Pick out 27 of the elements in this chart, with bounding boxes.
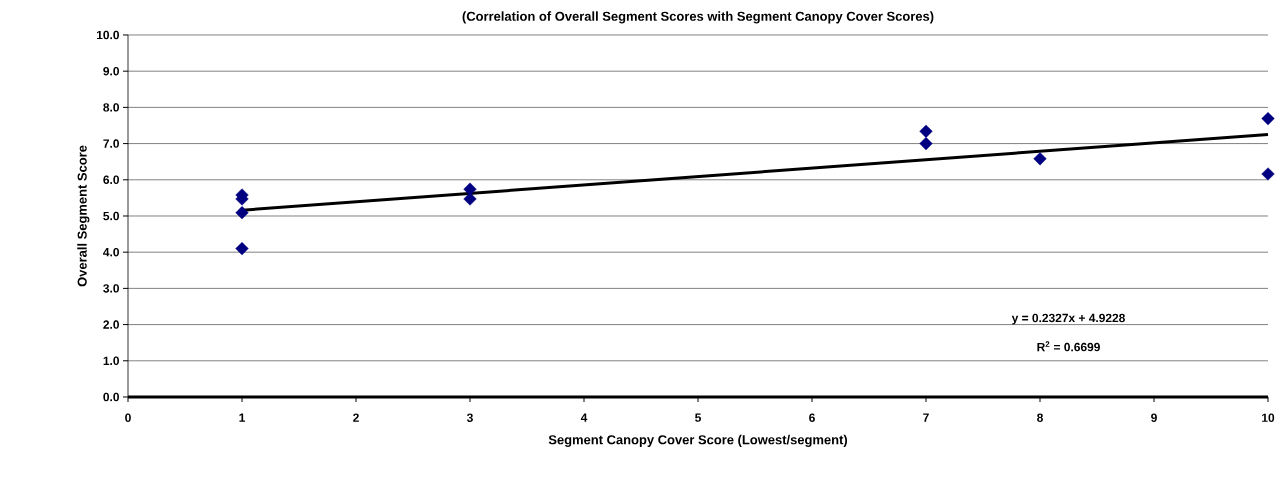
annotation: R$^{2}$ = 0.6699 <box>1037 341 1100 352</box>
x-tick-label: 8 <box>1037 413 1043 422</box>
y-tick-label: 4.0 <box>103 247 119 257</box>
y-tick-label: 3.0 <box>103 284 119 293</box>
y-tick-label: 2.0 <box>103 320 119 329</box>
y-tick-label: 7.0 <box>103 139 119 148</box>
x-tick-label: 9 <box>1151 413 1157 422</box>
x-tick-label: 7 <box>923 413 929 422</box>
x-axis-title: Segment Canopy Cover Score (Lowest/segment) <box>548 434 848 447</box>
y-tick-label: 10.0 <box>96 30 119 40</box>
x-tick-label: 10 <box>1262 413 1275 422</box>
y-tick-label: 6.0 <box>103 175 119 185</box>
y-tick-label: 0.0 <box>103 392 119 402</box>
y-tick-label: 1.0 <box>103 356 119 366</box>
y-tick-label: 8.0 <box>103 103 119 112</box>
x-tick-label: 1 <box>239 413 245 422</box>
x-tick-label: 4 <box>580 413 588 422</box>
y-tick-label: 5.0 <box>103 211 119 221</box>
x-tick-label: 0 <box>125 413 131 422</box>
y-tick-label: 9.0 <box>103 66 119 76</box>
x-tick-label: 5 <box>695 413 701 422</box>
chart-title: (Correlation of Overall Segment Scores with Segment Canopy Cover Scores) <box>462 11 934 24</box>
y-axis-title: Overall Segment Score <box>77 145 90 287</box>
x-tick-label: 3 <box>466 413 473 422</box>
x-tick-label: 6 <box>809 413 815 422</box>
x-tick-label: 2 <box>353 413 359 422</box>
annotation: y = 0.2327x + 4.9228 <box>1011 313 1125 325</box>
